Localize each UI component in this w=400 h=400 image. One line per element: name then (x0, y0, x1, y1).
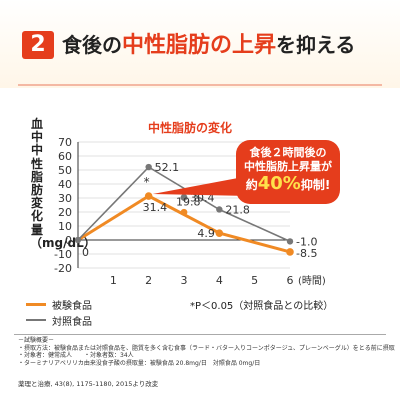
series-0-point-3 (286, 248, 294, 256)
extra-point-1 (180, 194, 188, 201)
label-test-4h: 4.9 (197, 227, 215, 240)
notes-line-1: ・摂取方法：被験食品または対照食品を、脂質を多く含む食事（ラード・バター入りコー… (18, 344, 395, 352)
title-prefix: 食後の (62, 33, 122, 57)
title-suffix: を抑える (276, 33, 356, 57)
callout-prefix: 約 (245, 178, 258, 192)
label-control-2h: 52.1 (155, 161, 180, 174)
study-notes: －試験概要－ ・摂取方法：被験食品または対照食品を、脂質を多く含む食事（ラード・… (18, 337, 395, 367)
legend-swatch-test (26, 302, 46, 306)
page-title: 食後の中性脂肪の上昇を抑える (62, 31, 355, 59)
callout-pointer (152, 178, 250, 196)
label-test-6h: -8.5 (296, 247, 317, 260)
callout-percent: 40% (257, 173, 301, 194)
y-tick-label-9: -20 (54, 262, 72, 275)
series-0-point-2 (215, 229, 224, 237)
series-0-point-1 (144, 192, 153, 200)
y-tick-label-2: 50 (58, 164, 72, 177)
legend-swatch-control (26, 319, 46, 321)
x-tick-label-0: 1 (110, 274, 117, 287)
legend-label-control: 対照食品 (52, 316, 92, 328)
x-tick-label-2: 3 (181, 274, 188, 287)
significance-note: *P＜0.05（対照食品との比較） (190, 301, 334, 312)
footer-divider (14, 334, 386, 335)
y-tick-label-1: 60 (58, 150, 72, 163)
chart-marks: 052.130.421.8-1.0*31.4 19.84.9-8.5 (74, 161, 317, 260)
header-divider (18, 84, 382, 86)
y-tick-label-5: 20 (58, 206, 72, 219)
y-tick-label-7: 0 (65, 234, 72, 247)
y-tick-label-6: 10 (58, 220, 72, 233)
y-tick-label-4: 30 (58, 192, 72, 205)
label-control-4h: 21.8 (225, 203, 250, 216)
x-axis-unit: (時間) (298, 275, 326, 287)
series-1-point-2 (216, 206, 223, 213)
x-tick-label-5: 6 (287, 274, 294, 287)
chart-legend: 被験食品 対照食品 (26, 297, 92, 329)
callout-line-1: 食後２時間後の (249, 146, 327, 159)
y-tick-label-0: 70 (58, 136, 72, 149)
title-highlight: 中性脂肪の上昇 (122, 33, 277, 58)
callout-suffix: 抑制! (300, 178, 331, 192)
legend-item-test: 被験食品 (26, 297, 92, 312)
series-1-point-1 (145, 163, 152, 171)
y-tick-label-3: 40 (58, 178, 72, 191)
legend-label-test: 被験食品 (52, 300, 92, 312)
notes-line-2: ・対象者：健常成人 ・対象者数：34人 (18, 352, 134, 359)
x-tick-label-4: 5 (251, 274, 258, 287)
x-tick-label-3: 4 (216, 274, 223, 287)
callout-bubble: 食後２時間後の 中性脂肪上昇量が 約40%抑制! (236, 140, 340, 204)
label-test-2h: 31.4 (143, 201, 168, 214)
notes-heading: －試験概要－ (18, 337, 55, 344)
label-control-6h: -1.0 (296, 235, 317, 248)
chart-title: 中性脂肪の変化 (148, 120, 232, 135)
label-origin: 0 (82, 246, 89, 259)
source-citation: 薬理と治療, 43(8), 1175-1180, 2015より改変 (18, 380, 159, 388)
extra-point-0 (180, 208, 188, 216)
origin-point (74, 236, 82, 244)
y-tick-label-8: -10 (54, 248, 72, 261)
x-tick-label-1: 2 (145, 274, 152, 287)
callout-line-2: 中性脂肪上昇量が (244, 160, 332, 173)
header-band: 2 食後の中性脂肪の上昇を抑える (0, 0, 400, 88)
label-test-3h: 19.8 (176, 195, 201, 208)
series-1-point-3 (286, 238, 294, 245)
notes-line-3: ・ターミナリアベリリカ由来没食子酸の摂取量：被験食品 20.8mg/日 対照食品… (18, 359, 261, 367)
section-number-badge: 2 (22, 31, 54, 59)
callout-line-3: 約40%抑制! (236, 174, 340, 195)
legend-item-control: 対照食品 (26, 313, 92, 328)
label-significance-mark: * (144, 175, 150, 189)
